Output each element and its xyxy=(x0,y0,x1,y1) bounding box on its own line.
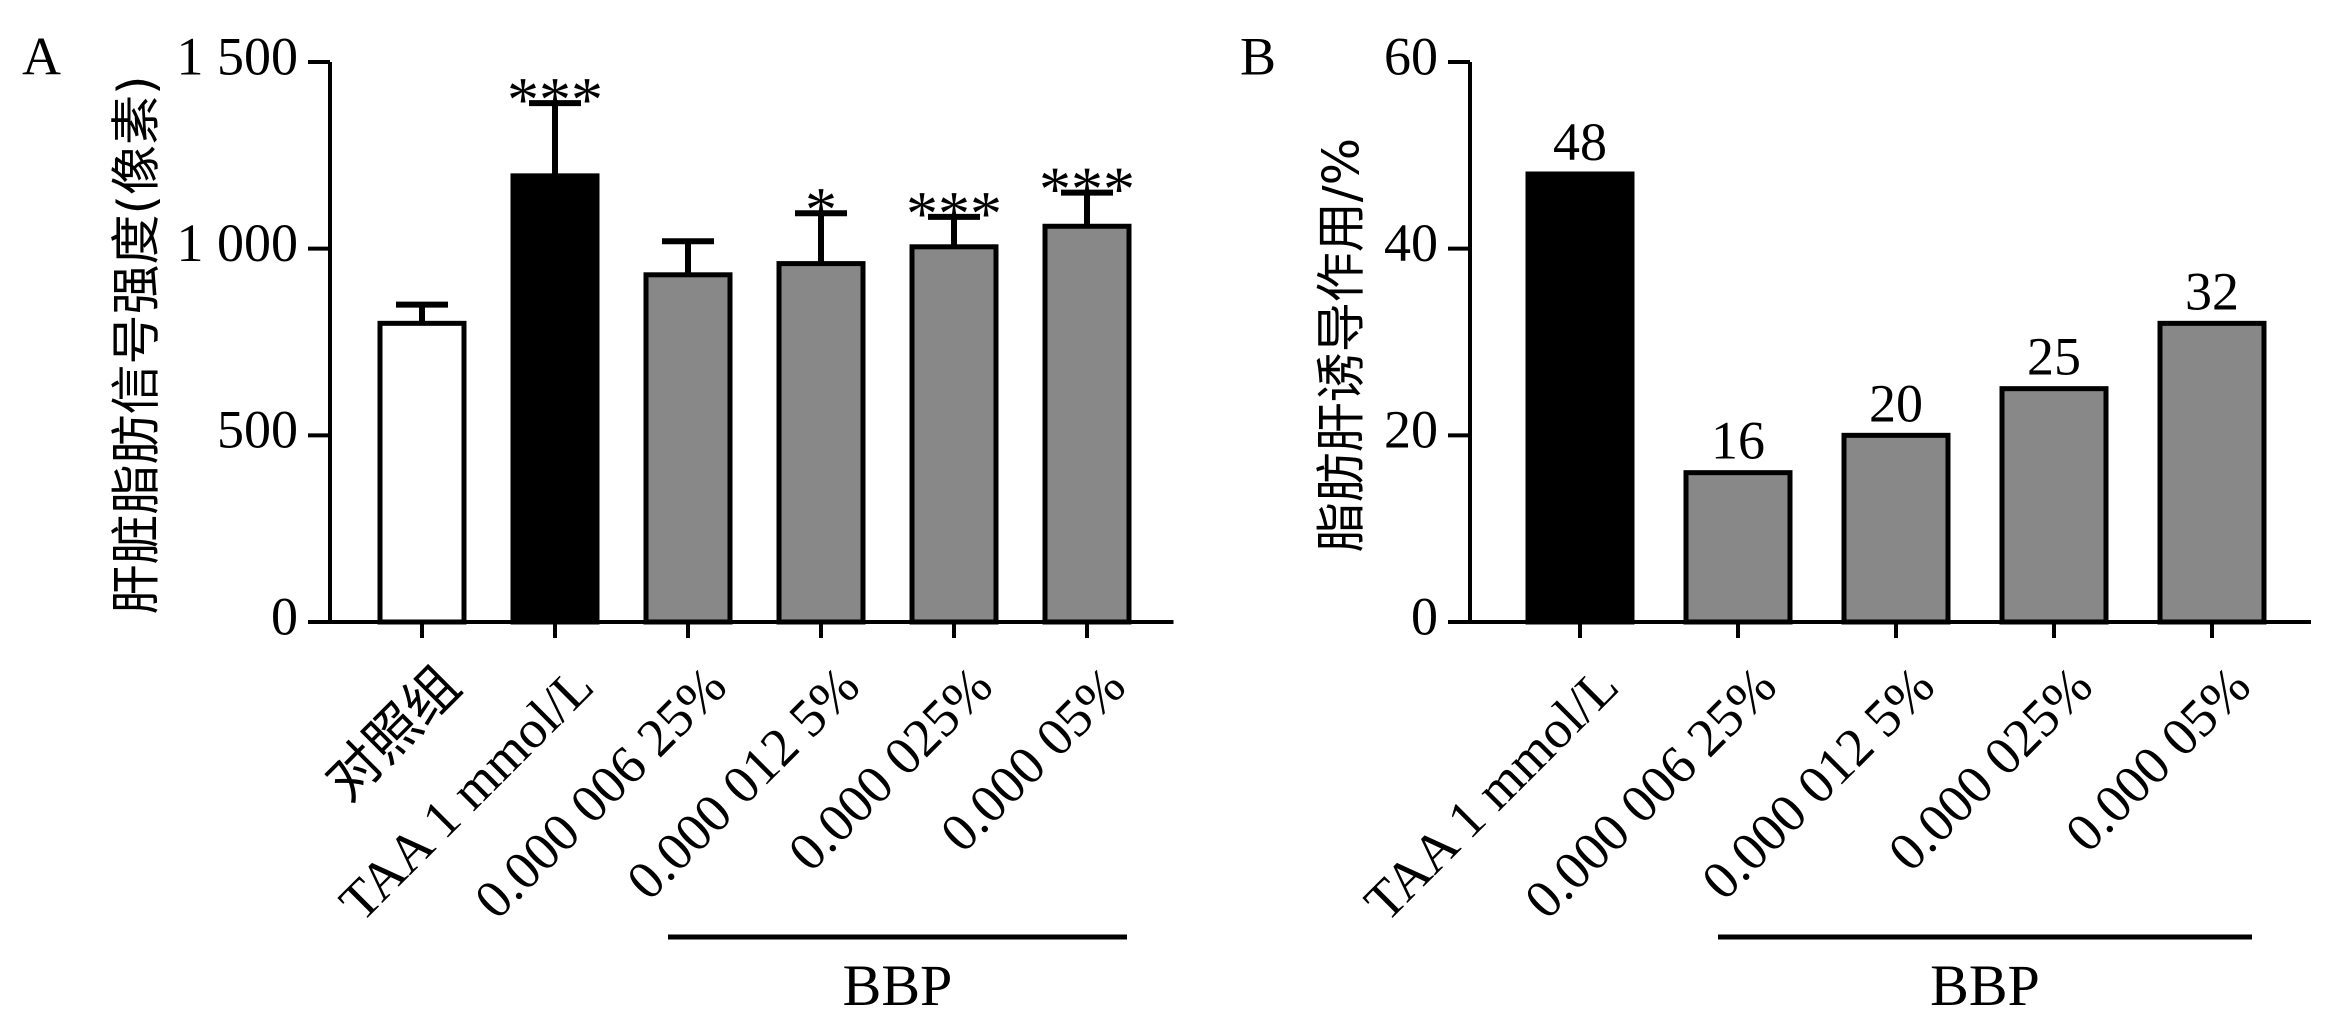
bar xyxy=(377,320,467,625)
data-label: 32 xyxy=(2185,261,2239,321)
data-label: 25 xyxy=(2027,327,2081,387)
y-tick-label: 60 xyxy=(1384,26,1438,86)
bar xyxy=(2157,320,2267,625)
y-tick-label: 1 500 xyxy=(177,26,299,86)
significance-label: * xyxy=(805,174,837,245)
bar xyxy=(776,261,866,625)
bar xyxy=(1042,223,1132,625)
bar xyxy=(643,272,733,625)
significance-label: *** xyxy=(906,178,1002,249)
data-label: 20 xyxy=(1869,373,1923,433)
significance-label: *** xyxy=(507,64,603,135)
group-label: BBP xyxy=(843,953,953,1018)
y-axis-title: 脂肪肝诱导作用/% xyxy=(1313,138,1371,552)
y-tick-label: 1 000 xyxy=(177,213,299,273)
y-tick-label: 500 xyxy=(217,400,298,460)
y-tick-label: 0 xyxy=(271,586,298,646)
group-label: BBP xyxy=(1930,953,2040,1018)
data-label: 48 xyxy=(1553,112,1607,172)
data-label: 16 xyxy=(1711,411,1765,471)
y-tick-label: 20 xyxy=(1384,400,1438,460)
significance-label: *** xyxy=(1039,154,1135,225)
bar xyxy=(510,173,600,625)
panel-label: A xyxy=(22,26,61,86)
bar xyxy=(1683,470,1793,625)
y-tick-label: 0 xyxy=(1411,586,1438,646)
panel-label: B xyxy=(1240,26,1276,86)
y-tick-label: 40 xyxy=(1384,213,1438,273)
bar xyxy=(1841,432,1951,625)
y-axis-title: 肝脏脂肪信号强度(像素) xyxy=(108,75,166,614)
bar xyxy=(909,244,999,625)
bar xyxy=(1999,386,2109,625)
bar xyxy=(1525,171,1635,625)
